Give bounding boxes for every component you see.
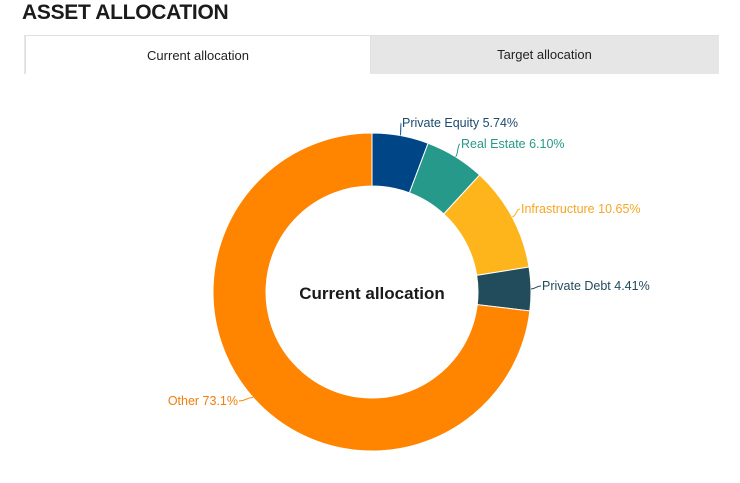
slice-private-debt[interactable] (476, 266, 532, 312)
labels-layer: Private Equity 5.74% Real Estate 6.10% Inf… (168, 116, 650, 408)
slice-other[interactable] (212, 132, 531, 452)
leader-line-infrastructure (512, 208, 521, 218)
center-label: Current allocation (299, 284, 444, 303)
tab-target-allocation[interactable]: Target allocation (497, 47, 592, 62)
slice-label-private-debt: Private Debt 4.41% (542, 279, 650, 293)
slice-label-other: Other 73.1% (168, 394, 238, 408)
page-title: ASSET ALLOCATION (22, 1, 229, 24)
slices-layer (212, 132, 532, 452)
allocation-tabs: Current allocation Target allocation (24, 35, 719, 74)
leader-line-private-debt (530, 285, 542, 290)
leader-lines-layer (238, 122, 542, 402)
slice-label-private-equity: Private Equity 5.74% (402, 116, 518, 130)
leader-line-real-estate (455, 143, 461, 158)
tab-current-allocation[interactable]: Current allocation (25, 35, 371, 74)
slice-label-real-estate: Real Estate 6.10% (461, 137, 565, 151)
leader-line-other (238, 397, 254, 402)
slice-label-infrastructure: Infrastructure 10.65% (521, 202, 641, 216)
